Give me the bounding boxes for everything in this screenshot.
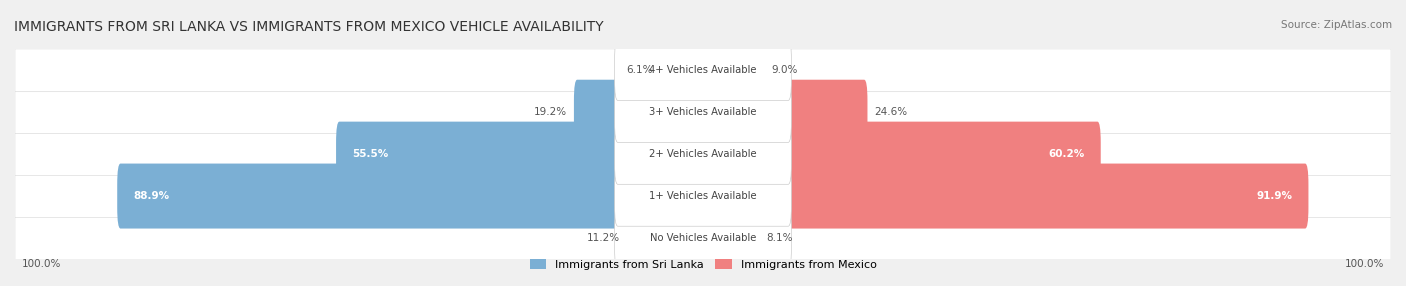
- FancyBboxPatch shape: [15, 217, 1391, 259]
- FancyBboxPatch shape: [700, 38, 765, 103]
- FancyBboxPatch shape: [614, 208, 792, 268]
- Text: 100.0%: 100.0%: [21, 259, 60, 269]
- Text: 11.2%: 11.2%: [586, 233, 620, 243]
- Text: 9.0%: 9.0%: [772, 65, 799, 75]
- Text: IMMIGRANTS FROM SRI LANKA VS IMMIGRANTS FROM MEXICO VEHICLE AVAILABILITY: IMMIGRANTS FROM SRI LANKA VS IMMIGRANTS …: [14, 20, 603, 34]
- Text: 4+ Vehicles Available: 4+ Vehicles Available: [650, 65, 756, 75]
- FancyBboxPatch shape: [15, 133, 1391, 176]
- Text: 3+ Vehicles Available: 3+ Vehicles Available: [650, 107, 756, 117]
- Text: 2+ Vehicles Available: 2+ Vehicles Available: [650, 149, 756, 159]
- FancyBboxPatch shape: [15, 49, 1391, 92]
- Text: Source: ZipAtlas.com: Source: ZipAtlas.com: [1281, 20, 1392, 30]
- Text: 91.9%: 91.9%: [1256, 191, 1292, 201]
- FancyBboxPatch shape: [700, 80, 868, 145]
- FancyBboxPatch shape: [614, 82, 792, 142]
- Text: 1+ Vehicles Available: 1+ Vehicles Available: [650, 191, 756, 201]
- Text: 6.1%: 6.1%: [627, 65, 654, 75]
- FancyBboxPatch shape: [15, 91, 1391, 134]
- Text: 60.2%: 60.2%: [1047, 149, 1084, 159]
- FancyBboxPatch shape: [700, 205, 759, 271]
- FancyBboxPatch shape: [614, 40, 792, 100]
- Text: 8.1%: 8.1%: [766, 233, 793, 243]
- FancyBboxPatch shape: [574, 80, 706, 145]
- FancyBboxPatch shape: [626, 205, 706, 271]
- FancyBboxPatch shape: [700, 122, 1101, 187]
- FancyBboxPatch shape: [659, 38, 706, 103]
- Legend: Immigrants from Sri Lanka, Immigrants from Mexico: Immigrants from Sri Lanka, Immigrants fr…: [530, 259, 876, 270]
- FancyBboxPatch shape: [700, 164, 1309, 229]
- FancyBboxPatch shape: [336, 122, 706, 187]
- Text: 100.0%: 100.0%: [1346, 259, 1385, 269]
- FancyBboxPatch shape: [614, 124, 792, 184]
- FancyBboxPatch shape: [614, 166, 792, 226]
- FancyBboxPatch shape: [15, 175, 1391, 217]
- Text: 88.9%: 88.9%: [134, 191, 170, 201]
- Text: 19.2%: 19.2%: [534, 107, 568, 117]
- Text: 24.6%: 24.6%: [875, 107, 907, 117]
- Text: No Vehicles Available: No Vehicles Available: [650, 233, 756, 243]
- Text: 55.5%: 55.5%: [353, 149, 388, 159]
- FancyBboxPatch shape: [117, 164, 706, 229]
